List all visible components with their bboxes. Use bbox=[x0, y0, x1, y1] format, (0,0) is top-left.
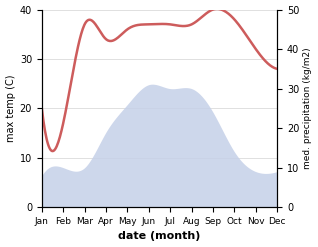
Y-axis label: max temp (C): max temp (C) bbox=[5, 75, 16, 142]
Y-axis label: med. precipitation (kg/m2): med. precipitation (kg/m2) bbox=[303, 48, 313, 169]
X-axis label: date (month): date (month) bbox=[118, 231, 201, 242]
